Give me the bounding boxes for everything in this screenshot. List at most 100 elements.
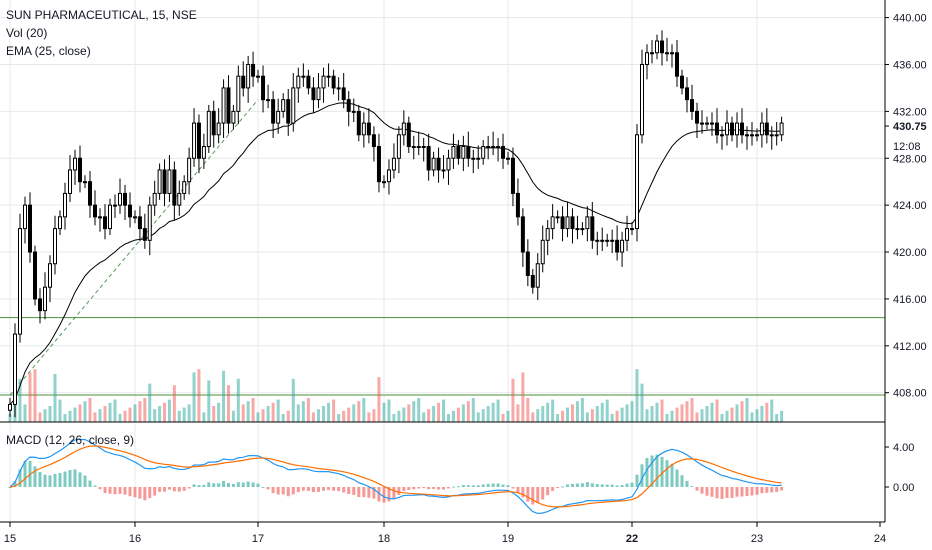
candle-body [311,87,316,101]
volume-bar [775,414,779,422]
volume-bar [770,399,774,422]
candle-body [316,87,321,101]
macd-histogram-bar [332,487,336,491]
candle-body [700,122,704,125]
candle-body [361,122,366,136]
time-axis[interactable]: 15 16 17 18 19 22 23 24 [4,522,886,545]
macd-histogram-bar [128,487,132,497]
price-tick-label: 424.00 [893,200,927,212]
trend-line [9,99,259,396]
candle-body [585,216,590,230]
macd-histogram-bar [8,487,12,488]
candle-body [755,134,759,137]
volume-bar [48,406,52,422]
macd-histogram-bar [98,487,102,490]
vol-legend[interactable]: Vol (20) [6,26,48,40]
macd-histogram-bar [715,487,719,499]
volume-bar [675,407,679,422]
candle-body [660,40,664,54]
macd-histogram-bar [412,487,416,490]
volume-bar [521,372,525,422]
macd-histogram-bar [158,487,162,492]
volume-bar [93,412,97,422]
candle-body [108,204,112,230]
macd-histogram-bar [526,487,530,502]
volume-bar [437,402,441,422]
candle-body [764,122,769,136]
candle-body [366,122,371,136]
macd-histogram-bar [566,484,570,487]
macd-histogram-bar [402,487,406,491]
macd-histogram-bar [222,480,226,487]
candle-body [436,157,441,171]
volume-bar [720,414,724,422]
macd-histogram-bar [306,487,310,491]
macd-histogram-bar [725,487,729,498]
macd-histogram-bar [690,486,694,488]
price-tick-label: 416.00 [893,294,927,306]
macd-histogram-bar [720,487,724,499]
horizontal-levels [0,317,885,396]
macd-histogram-bar [561,486,565,488]
macd-histogram-bar [187,487,191,489]
macd-legend[interactable]: MACD (12, 26, close, 9) [6,433,135,447]
macd-histogram-bar [501,484,505,487]
candle-body [341,87,346,101]
candle-body [774,134,779,137]
macd-histogram-bar [286,487,290,497]
volume-bar [158,406,162,422]
candle-body [476,157,481,160]
volume-bar [451,410,455,422]
time-tick-label: 23 [751,533,763,545]
macd-histogram-bar [496,483,500,487]
volume-bar [710,402,714,422]
macd-histogram-bar [536,487,540,504]
volume-bar [765,402,769,422]
candle-body [655,40,659,54]
candle-body [401,122,406,136]
volume-bar [461,404,465,422]
macd-histogram-bar [337,487,341,492]
price-tick-label: 440.00 [893,13,927,25]
pane-borders [0,0,886,523]
candle-body [406,122,411,148]
ema-legend[interactable]: EMA (25, close) [6,44,91,58]
candle-body [162,169,167,194]
volume-bar [332,399,336,422]
volume-bar [357,401,361,422]
volume-bar [446,414,450,422]
candle-body [221,87,226,124]
volume-bar [241,404,245,422]
macd-histogram-bar [451,486,455,488]
volume-bar [68,410,72,422]
macd-histogram-bar [590,483,594,487]
volume-bar [417,398,421,422]
macd-histogram-bar [531,487,535,505]
macd-histogram-bar [665,460,669,487]
volume-bar [38,412,42,422]
macd-histogram-bar [640,464,644,487]
volume-bar [372,409,376,422]
price-tick-label: 436.00 [893,59,927,71]
candle-body [276,110,281,124]
candle-body [451,146,456,159]
candle-body [167,169,172,194]
candle-body [306,75,311,89]
macd-histogram-bar [680,475,684,487]
candle-body [710,122,714,125]
candle-body [78,157,82,183]
macd-histogram-bar [261,486,265,488]
macd-histogram-bar [246,481,250,487]
candle-body [346,99,351,112]
volume-bar [745,398,749,422]
macd-histogram-bar [422,487,426,488]
macd-axis[interactable]: 4.00 0.00 [885,442,914,494]
candle-body [241,75,246,89]
macd-histogram-bar [197,485,201,487]
macd-histogram-bar [442,487,446,490]
candle-body [575,228,580,231]
price-axis[interactable]: 408.00 412.00 416.00 420.00 424.00 428.00 432.… [885,13,927,400]
candle-body [8,403,12,411]
volume-bar [456,407,460,422]
